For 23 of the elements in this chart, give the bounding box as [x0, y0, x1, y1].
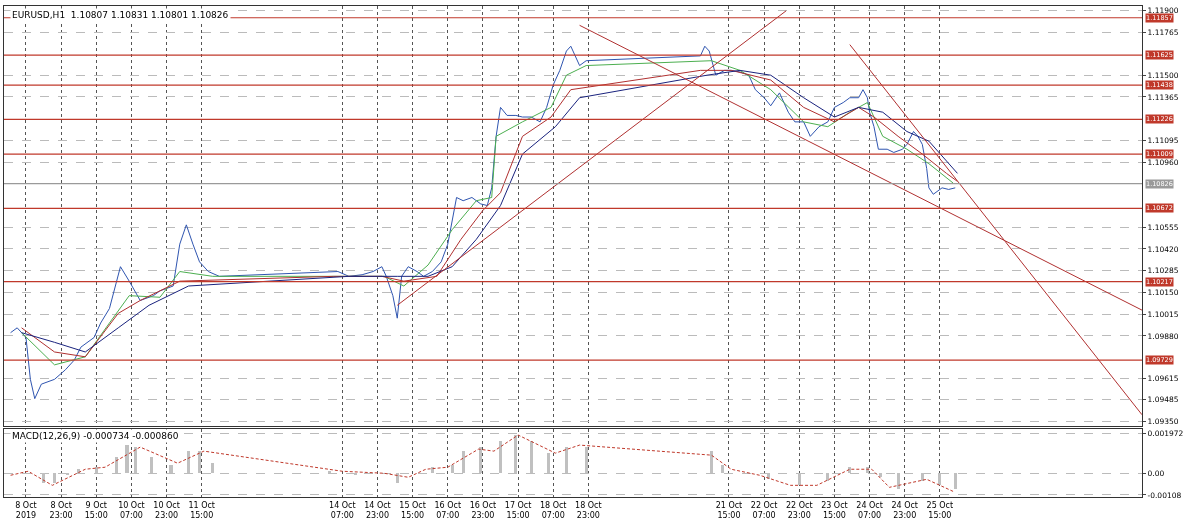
x-tick-label: 18 Oct 23:00	[575, 500, 602, 520]
x-tick-label: 23 Oct 15:00	[821, 500, 848, 520]
chart-title: MACD(12,26,9) -0.000734 -0.000860	[12, 431, 179, 441]
x-tick-label: 14 Oct 23:00	[364, 500, 391, 520]
x-tick-label: 8 Oct 2019	[15, 500, 37, 520]
x-tick-label: 15 Oct 15:00	[399, 500, 426, 520]
x-tick-label: 14 Oct 07:00	[329, 500, 356, 520]
x-tick-label: 18 Oct 07:00	[539, 500, 567, 520]
x-tick-label: 22 Oct 07:00	[750, 500, 778, 520]
x-tick-label: 8 Oct 23:00	[49, 500, 73, 520]
x-tick-label: 24 Oct 23:00	[891, 500, 919, 520]
x-tick-label: 9 Oct 15:00	[84, 500, 108, 520]
x-tick-label: 17 Oct 15:00	[504, 500, 532, 520]
chart-title: EURUSD,H1 1.10807 1.10831 1.10801 1.10826	[12, 10, 229, 20]
x-tick-label: 16 Oct 07:00	[434, 500, 462, 520]
x-tick-label: 22 Oct 23:00	[786, 500, 813, 520]
x-tick-label: 10 Oct 23:00	[153, 500, 180, 520]
x-tick-label: 16 Oct 23:00	[469, 500, 497, 520]
x-tick-label: 21 Oct 15:00	[715, 500, 743, 520]
x-tick-label: 24 Oct 07:00	[856, 500, 883, 520]
x-tick-label: 11 Oct 15:00	[188, 500, 215, 520]
x-tick-label: 10 Oct 07:00	[118, 500, 145, 520]
x-tick-label: 25 Oct 15:00	[926, 500, 954, 520]
